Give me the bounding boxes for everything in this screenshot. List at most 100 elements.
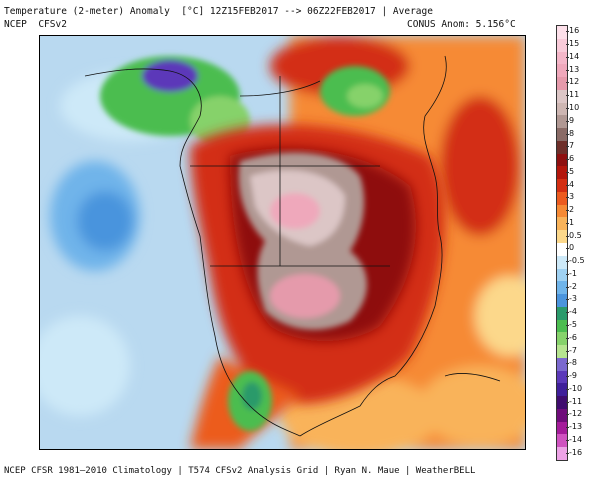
colorbar-label: -11: [569, 396, 583, 406]
colorbar-tick: [566, 299, 569, 301]
colorbar-label: 14: [569, 51, 580, 61]
colorbar-tick: [566, 210, 569, 212]
colorbar-tick: [566, 350, 569, 352]
colorbar-tick: [566, 401, 569, 403]
colorbar-segment: [557, 332, 567, 346]
colorbar-tick: [566, 261, 569, 263]
colorbar-segment: [557, 51, 567, 65]
colorbar-segment: [557, 255, 567, 269]
colorbar-label: 0.5: [569, 230, 582, 240]
colorbar-label: 0: [569, 243, 575, 253]
colorbar-tick: [566, 197, 569, 199]
colorbar-segment: [557, 319, 567, 333]
colorbar-label: 3: [569, 192, 575, 202]
colorbar-tick: [566, 171, 569, 173]
colorbar-segment: [557, 140, 567, 155]
temperature-anomaly-map: [39, 35, 526, 450]
colorbar-label: -8: [569, 358, 577, 368]
colorbar-segment: [557, 128, 567, 142]
colorbar-segment: [557, 306, 567, 321]
map-title: Temperature (2-meter) Anomaly [°C] 12Z15…: [4, 6, 433, 17]
colorbar-label: 5: [569, 166, 575, 176]
colorbar-tick: [566, 363, 569, 365]
colorbar-tick: [566, 337, 569, 339]
colorbar-label: -13: [569, 422, 583, 432]
colorbar-tick: [566, 31, 569, 33]
colorbar-label: -9: [569, 371, 577, 381]
colorbar-tick: [566, 44, 569, 46]
colorbar-tick: [566, 222, 569, 224]
colorbar-label: 10: [569, 102, 580, 112]
colorbar-segment: [557, 345, 567, 359]
colorbar-segment: [557, 153, 567, 167]
colorbar-segment: [557, 26, 567, 40]
colorbar-label: -7: [569, 345, 577, 355]
colorbar-label: -14: [569, 434, 583, 444]
colorbar-segment: [557, 281, 567, 295]
colorbar-label: -1: [569, 268, 577, 278]
colorbar-tick: [566, 324, 569, 326]
conus-anomaly-label: CONUS Anom: 5.156°C: [407, 19, 516, 30]
colorbar-tick: [566, 286, 569, 288]
colorbar-label: -5: [569, 319, 577, 329]
colorbar-tick: [566, 184, 569, 186]
colorbar-tick: [566, 388, 569, 390]
colorbar-tick: [566, 69, 569, 71]
colorbar-segment: [557, 294, 567, 308]
colorbar-segment: [557, 370, 567, 384]
colorbar-tick: [566, 452, 569, 454]
colorbar-segment: [557, 204, 567, 218]
colorbar-segment: [557, 217, 567, 231]
colorbar-segment: [557, 447, 567, 461]
colorbar-segment: [557, 115, 567, 129]
colorbar-segment: [557, 396, 567, 410]
colorbar-segment: [557, 434, 567, 448]
colorbar-segment: [557, 243, 567, 257]
colorbar-segment: [557, 408, 567, 423]
model-label: NCEP CFSv2: [4, 19, 67, 30]
colorbar-label: -0.5: [569, 256, 585, 266]
colorbar-label: 4: [569, 179, 575, 189]
colorbar-tick: [566, 82, 569, 84]
colorbar-label: 12: [569, 77, 580, 87]
colorbar-tick: [566, 414, 569, 416]
colorbar-label: 6: [569, 154, 575, 164]
colorbar-segment: [557, 383, 567, 397]
cuba-outline: [444, 373, 501, 382]
anomaly-field-svg: [40, 36, 525, 449]
colorbar-segment: [557, 38, 567, 52]
colorbar-segment: [557, 191, 567, 206]
colorbar-segment: [557, 357, 567, 372]
colorbar-tick: [566, 439, 569, 441]
colorbar-segment: [557, 102, 567, 116]
colorbar-segment: [557, 89, 567, 104]
colorbar: [556, 25, 568, 461]
colorbar-label: -16: [569, 447, 583, 457]
colorbar-tick: [566, 120, 569, 122]
colorbar-label: 15: [569, 39, 580, 49]
colorbar-tick: [566, 146, 569, 148]
colorbar-tick: [566, 159, 569, 161]
coastlines: [84, 55, 447, 437]
colorbar-tick: [566, 56, 569, 58]
colorbar-label: 7: [569, 141, 575, 151]
colorbar-tick: [566, 376, 569, 378]
colorbar-segment: [557, 64, 567, 78]
colorbar-tick: [566, 273, 569, 275]
colorbar-label: -10: [569, 383, 583, 393]
colorbar-segment: [557, 179, 567, 193]
colorbar-segment: [557, 268, 567, 282]
colorbar-label: 9: [569, 115, 575, 125]
colorbar-label: -4: [569, 307, 577, 317]
colorbar-label: -3: [569, 294, 577, 304]
colorbar-tick: [566, 427, 569, 429]
colorbar-label: 1: [569, 217, 575, 227]
colorbar-label: 11: [569, 90, 580, 100]
colorbar-tick: [566, 107, 569, 109]
colorbar-segment: [557, 421, 567, 435]
colorbar-label: 2: [569, 205, 575, 215]
colorbar-tick: [566, 95, 569, 97]
colorbar-label: 8: [569, 128, 575, 138]
colorbar-segment: [557, 166, 567, 180]
colorbar-label: 16: [569, 26, 580, 36]
